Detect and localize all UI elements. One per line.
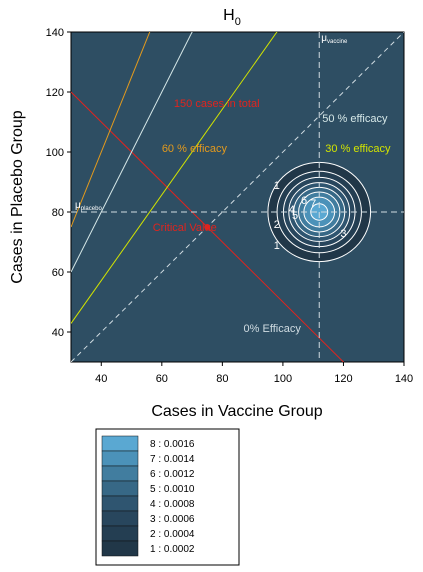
x-tick-label-100: 100 xyxy=(274,373,292,385)
reference-line-4 xyxy=(71,32,404,362)
y-tick-label-120: 120 xyxy=(46,87,64,99)
x-tick-label-40: 40 xyxy=(95,373,107,385)
legend-label-1: 1 : 0.0002 xyxy=(150,544,195,555)
x-tick-label-60: 60 xyxy=(156,373,168,385)
x-axis-label: Cases in Vaccine Group xyxy=(151,403,322,420)
chart-title: H0 xyxy=(223,7,241,28)
legend-label-3: 3 : 0.0006 xyxy=(150,514,195,525)
legend-swatch-6 xyxy=(101,465,139,482)
legend-swatch-5 xyxy=(101,480,139,497)
reference-line-0 xyxy=(71,91,345,362)
legend-label-8: 8 : 0.0016 xyxy=(150,439,195,450)
contour-inline-label-7: 7 xyxy=(310,198,316,210)
contour-inline-label-4: 4 xyxy=(289,204,295,216)
reference-line-label-2: 50 % efficacy xyxy=(322,113,388,125)
chart-title-subscript: 0 xyxy=(235,16,241,28)
critical-value-point xyxy=(204,224,211,230)
reference-line-label-3: 30 % efficacy xyxy=(325,143,391,155)
legend: 8 : 0.0016 7 : 0.0014 6 : 0.0012 5 : 0.0010… xyxy=(95,428,240,566)
x-tick-label-120: 120 xyxy=(334,373,352,385)
legend-swatch-4 xyxy=(101,495,139,512)
critical-value-label: Critical Value xyxy=(153,222,217,234)
y-tick-label-100: 100 xyxy=(46,147,64,159)
legend-swatch-2 xyxy=(101,525,139,542)
contour-inline-label-0: 1 xyxy=(274,180,280,192)
contour-inline-label-5: 5 xyxy=(292,210,298,222)
x-tick-label-140: 140 xyxy=(395,373,413,385)
contour-inline-label-3: 1 xyxy=(274,240,280,252)
y-tick-label-40: 40 xyxy=(52,327,64,339)
reference-line-2 xyxy=(71,32,193,273)
legend-label-2: 2 : 0.0004 xyxy=(150,529,195,540)
reference-line-label-4: 0% Efficacy xyxy=(244,323,302,335)
legend-label-5: 5 : 0.0010 xyxy=(150,484,195,495)
legend-swatch-1 xyxy=(101,540,139,557)
y-tick-label-60: 60 xyxy=(52,267,64,279)
y-tick-label-140: 140 xyxy=(46,27,64,39)
legend-label-6: 6 : 0.0012 xyxy=(150,469,195,480)
legend-swatch-8 xyxy=(101,435,139,452)
x-tick-label-80: 80 xyxy=(216,373,228,385)
contour-inline-label-2: 3 xyxy=(340,228,346,240)
reference-line-label-0: 150 cases in total xyxy=(174,98,260,110)
reference-line-1 xyxy=(71,32,151,228)
contour-inline-label-1: 2 xyxy=(274,219,280,231)
reference-line-3 xyxy=(71,32,278,324)
y-tick-label-80: 80 xyxy=(52,207,64,219)
legend-swatch-3 xyxy=(101,510,139,527)
legend-swatch-7 xyxy=(101,450,139,467)
legend-label-4: 4 : 0.0008 xyxy=(150,499,195,510)
reference-line-label-1: 60 % efficacy xyxy=(162,143,228,155)
y-axis-label: Cases in Placebo Group xyxy=(9,110,26,284)
legend-label-7: 7 : 0.0014 xyxy=(150,454,195,465)
contour-inline-label-6: 6 xyxy=(301,195,307,207)
